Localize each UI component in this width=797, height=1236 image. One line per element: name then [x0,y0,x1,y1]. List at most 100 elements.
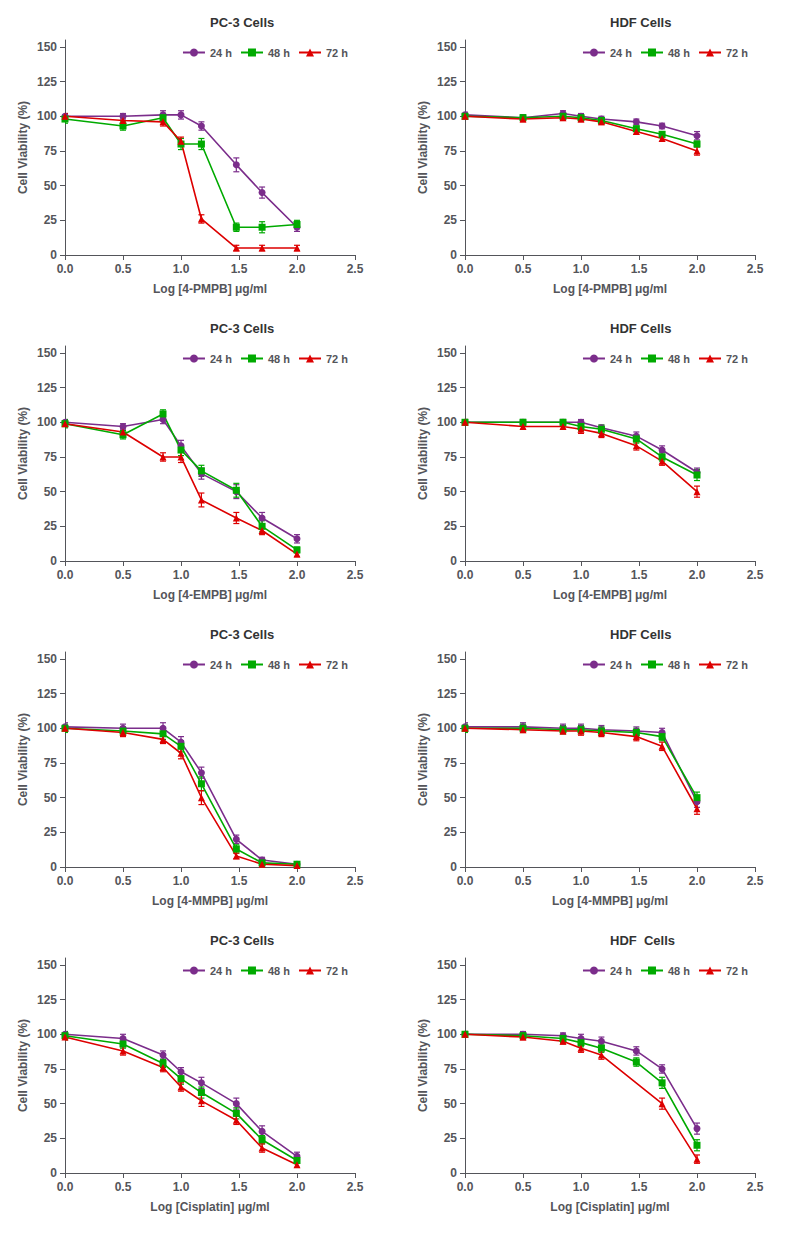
svg-text:Log [4-MMPB] μg/ml: Log [4-MMPB] μg/ml [152,894,268,908]
svg-text:PC-3 Cells: PC-3 Cells [210,321,274,336]
svg-text:Log [4-MMPB] μg/ml: Log [4-MMPB] μg/ml [552,894,668,908]
svg-text:100: 100 [437,721,457,735]
svg-text:1.5: 1.5 [631,568,648,582]
svg-text:1.5: 1.5 [231,568,248,582]
svg-text:PC-3 Cells: PC-3 Cells [210,627,274,642]
svg-text:1.0: 1.0 [573,262,590,276]
svg-text:1.0: 1.0 [573,874,590,888]
svg-text:0.0: 0.0 [457,262,474,276]
svg-text:Cell Viability (%): Cell Viability (%) [416,407,430,500]
svg-text:PC-3 Cells: PC-3 Cells [210,15,274,30]
svg-text:2.0: 2.0 [289,262,306,276]
svg-text:25: 25 [44,825,58,839]
svg-text:1.5: 1.5 [231,874,248,888]
svg-text:Log [4-EMPB] μg/ml: Log [4-EMPB] μg/ml [553,588,667,602]
svg-text:150: 150 [37,652,57,666]
svg-text:150: 150 [437,346,457,360]
svg-text:Cell Viability (%): Cell Viability (%) [16,713,30,806]
svg-text:1.5: 1.5 [631,1180,648,1194]
svg-text:150: 150 [37,346,57,360]
svg-text:48 h: 48 h [268,353,290,365]
svg-text:75: 75 [44,450,58,464]
svg-text:24 h: 24 h [610,47,632,59]
svg-text:25: 25 [44,519,58,533]
svg-text:75: 75 [444,756,458,770]
svg-text:2.5: 2.5 [747,262,764,276]
svg-text:125: 125 [437,993,457,1007]
svg-text:150: 150 [437,40,457,54]
svg-text:2.5: 2.5 [347,874,364,888]
svg-text:72 h: 72 h [326,353,348,365]
svg-text:2.5: 2.5 [347,262,364,276]
svg-text:75: 75 [44,756,58,770]
svg-text:50: 50 [44,1097,58,1111]
svg-text:0.5: 0.5 [515,874,532,888]
svg-text:1.0: 1.0 [173,262,190,276]
svg-text:Cell Viability (%): Cell Viability (%) [16,1019,30,1112]
svg-text:75: 75 [444,144,458,158]
svg-text:50: 50 [44,791,58,805]
svg-text:48 h: 48 h [268,965,290,977]
svg-text:2.0: 2.0 [289,874,306,888]
svg-text:Cell Viability (%): Cell Viability (%) [416,713,430,806]
svg-text:72 h: 72 h [326,965,348,977]
svg-text:2.0: 2.0 [689,874,706,888]
svg-text:48 h: 48 h [268,659,290,671]
svg-text:1.5: 1.5 [231,1180,248,1194]
svg-text:1.5: 1.5 [631,262,648,276]
svg-text:0.5: 0.5 [515,1180,532,1194]
svg-text:50: 50 [444,791,458,805]
svg-text:72 h: 72 h [326,47,348,59]
svg-text:0.0: 0.0 [57,874,74,888]
svg-text:0: 0 [450,248,457,262]
svg-text:Cell Viability (%): Cell Viability (%) [16,101,30,194]
svg-text:1.0: 1.0 [173,568,190,582]
svg-text:0.5: 0.5 [115,262,132,276]
svg-text:72 h: 72 h [726,965,748,977]
svg-text:24 h: 24 h [210,659,232,671]
svg-text:25: 25 [444,213,458,227]
svg-text:75: 75 [444,450,458,464]
svg-text:1.5: 1.5 [231,262,248,276]
svg-text:100: 100 [437,109,457,123]
svg-text:2.5: 2.5 [747,1180,764,1194]
svg-text:0: 0 [50,1166,57,1180]
svg-text:0.5: 0.5 [515,568,532,582]
svg-text:100: 100 [37,109,57,123]
svg-text:0.5: 0.5 [515,262,532,276]
svg-text:50: 50 [444,179,458,193]
svg-text:48 h: 48 h [668,353,690,365]
svg-text:100: 100 [437,415,457,429]
svg-text:75: 75 [44,1062,58,1076]
svg-text:0.0: 0.0 [57,568,74,582]
svg-text:2.5: 2.5 [747,568,764,582]
svg-text:100: 100 [37,721,57,735]
svg-text:0.5: 0.5 [115,568,132,582]
svg-text:HDF Cells: HDF Cells [610,627,671,642]
svg-text:25: 25 [444,1131,458,1145]
svg-text:0: 0 [50,554,57,568]
svg-text:72 h: 72 h [726,47,748,59]
svg-text:50: 50 [44,179,58,193]
svg-text:1.0: 1.0 [573,568,590,582]
svg-text:72 h: 72 h [726,659,748,671]
svg-text:0.0: 0.0 [457,568,474,582]
svg-text:100: 100 [37,1027,57,1041]
svg-text:2.5: 2.5 [347,1180,364,1194]
svg-text:75: 75 [444,1062,458,1076]
svg-text:2.0: 2.0 [289,568,306,582]
svg-text:HDF Cells: HDF Cells [610,15,671,30]
svg-text:2.5: 2.5 [347,568,364,582]
svg-text:1.5: 1.5 [631,874,648,888]
svg-text:125: 125 [37,381,57,395]
svg-text:Log [4-EMPB] μg/ml: Log [4-EMPB] μg/ml [153,588,267,602]
svg-text:25: 25 [444,519,458,533]
svg-text:0: 0 [450,860,457,874]
svg-text:72 h: 72 h [326,659,348,671]
svg-text:0.0: 0.0 [57,1180,74,1194]
svg-text:48 h: 48 h [668,659,690,671]
svg-text:150: 150 [437,652,457,666]
svg-text:125: 125 [437,381,457,395]
svg-text:0.0: 0.0 [57,262,74,276]
svg-text:0: 0 [450,1166,457,1180]
